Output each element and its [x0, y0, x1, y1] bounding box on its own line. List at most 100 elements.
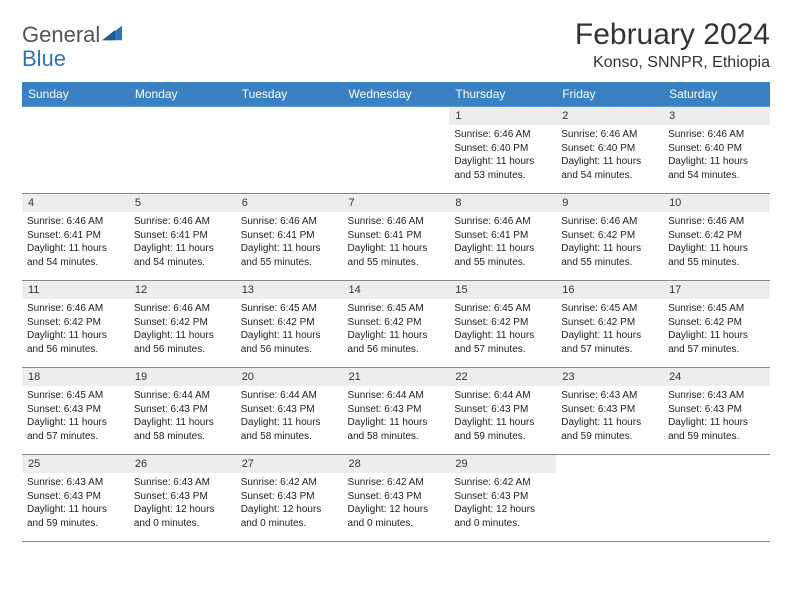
day-body: Sunrise: 6:46 AMSunset: 6:42 PMDaylight:… — [129, 299, 236, 358]
day-number: 2 — [556, 107, 663, 125]
day-number: 23 — [556, 368, 663, 386]
day-body: Sunrise: 6:44 AMSunset: 6:43 PMDaylight:… — [236, 386, 343, 445]
day-number: 10 — [663, 194, 770, 212]
day-number: 1 — [449, 107, 556, 125]
calendar-day-cell: 9Sunrise: 6:46 AMSunset: 6:42 PMDaylight… — [556, 194, 663, 281]
calendar-day-cell: 14Sunrise: 6:45 AMSunset: 6:42 PMDayligh… — [343, 281, 450, 368]
day-body: Sunrise: 6:43 AMSunset: 6:43 PMDaylight:… — [663, 386, 770, 445]
calendar-day-cell: 12Sunrise: 6:46 AMSunset: 6:42 PMDayligh… — [129, 281, 236, 368]
day-body: Sunrise: 6:43 AMSunset: 6:43 PMDaylight:… — [22, 473, 129, 532]
calendar-day-cell: 28Sunrise: 6:42 AMSunset: 6:43 PMDayligh… — [343, 455, 450, 542]
weekday-header: Sunday — [22, 82, 129, 107]
logo-triangle-icon — [102, 24, 124, 42]
day-body: Sunrise: 6:46 AMSunset: 6:41 PMDaylight:… — [449, 212, 556, 271]
calendar-week-row: 4Sunrise: 6:46 AMSunset: 6:41 PMDaylight… — [22, 194, 770, 281]
calendar-day-cell: 19Sunrise: 6:44 AMSunset: 6:43 PMDayligh… — [129, 368, 236, 455]
day-number: 18 — [22, 368, 129, 386]
day-body: Sunrise: 6:46 AMSunset: 6:42 PMDaylight:… — [22, 299, 129, 358]
page-title: February 2024 — [575, 18, 770, 52]
day-number: 7 — [343, 194, 450, 212]
day-number: 13 — [236, 281, 343, 299]
day-body: Sunrise: 6:42 AMSunset: 6:43 PMDaylight:… — [449, 473, 556, 532]
calendar-day-cell: 27Sunrise: 6:42 AMSunset: 6:43 PMDayligh… — [236, 455, 343, 542]
day-body: Sunrise: 6:45 AMSunset: 6:42 PMDaylight:… — [556, 299, 663, 358]
calendar-day-cell: 22Sunrise: 6:44 AMSunset: 6:43 PMDayligh… — [449, 368, 556, 455]
calendar-day-cell: 26Sunrise: 6:43 AMSunset: 6:43 PMDayligh… — [129, 455, 236, 542]
day-body: Sunrise: 6:46 AMSunset: 6:41 PMDaylight:… — [22, 212, 129, 271]
header-row: General February 2024 Konso, SNNPR, Ethi… — [22, 18, 770, 72]
calendar-day-cell — [236, 107, 343, 194]
day-body: Sunrise: 6:45 AMSunset: 6:42 PMDaylight:… — [343, 299, 450, 358]
day-body: Sunrise: 6:45 AMSunset: 6:43 PMDaylight:… — [22, 386, 129, 445]
day-body: Sunrise: 6:44 AMSunset: 6:43 PMDaylight:… — [449, 386, 556, 445]
weekday-header: Monday — [129, 82, 236, 107]
day-body: Sunrise: 6:45 AMSunset: 6:42 PMDaylight:… — [236, 299, 343, 358]
day-number: 12 — [129, 281, 236, 299]
calendar-day-cell: 5Sunrise: 6:46 AMSunset: 6:41 PMDaylight… — [129, 194, 236, 281]
day-body: Sunrise: 6:46 AMSunset: 6:40 PMDaylight:… — [556, 125, 663, 184]
calendar-week-row: 1Sunrise: 6:46 AMSunset: 6:40 PMDaylight… — [22, 107, 770, 194]
calendar-week-row: 11Sunrise: 6:46 AMSunset: 6:42 PMDayligh… — [22, 281, 770, 368]
weekday-header: Friday — [556, 82, 663, 107]
day-body: Sunrise: 6:44 AMSunset: 6:43 PMDaylight:… — [129, 386, 236, 445]
logo-text-general: General — [22, 22, 100, 48]
day-body: Sunrise: 6:46 AMSunset: 6:42 PMDaylight:… — [663, 212, 770, 271]
day-number: 20 — [236, 368, 343, 386]
calendar-head: SundayMondayTuesdayWednesdayThursdayFrid… — [22, 82, 770, 107]
calendar-day-cell: 8Sunrise: 6:46 AMSunset: 6:41 PMDaylight… — [449, 194, 556, 281]
weekday-row: SundayMondayTuesdayWednesdayThursdayFrid… — [22, 82, 770, 107]
day-number: 25 — [22, 455, 129, 473]
calendar-day-cell: 11Sunrise: 6:46 AMSunset: 6:42 PMDayligh… — [22, 281, 129, 368]
calendar-day-cell: 18Sunrise: 6:45 AMSunset: 6:43 PMDayligh… — [22, 368, 129, 455]
day-number: 28 — [343, 455, 450, 473]
calendar-day-cell: 1Sunrise: 6:46 AMSunset: 6:40 PMDaylight… — [449, 107, 556, 194]
day-number: 21 — [343, 368, 450, 386]
day-body: Sunrise: 6:46 AMSunset: 6:40 PMDaylight:… — [663, 125, 770, 184]
calendar-week-row: 18Sunrise: 6:45 AMSunset: 6:43 PMDayligh… — [22, 368, 770, 455]
calendar-day-cell: 13Sunrise: 6:45 AMSunset: 6:42 PMDayligh… — [236, 281, 343, 368]
day-body: Sunrise: 6:43 AMSunset: 6:43 PMDaylight:… — [129, 473, 236, 532]
day-body: Sunrise: 6:46 AMSunset: 6:40 PMDaylight:… — [449, 125, 556, 184]
calendar-day-cell — [556, 455, 663, 542]
day-number: 8 — [449, 194, 556, 212]
day-body: Sunrise: 6:42 AMSunset: 6:43 PMDaylight:… — [343, 473, 450, 532]
logo-blue-wrap: Blue — [22, 46, 66, 72]
day-number: 16 — [556, 281, 663, 299]
day-body: Sunrise: 6:46 AMSunset: 6:42 PMDaylight:… — [556, 212, 663, 271]
calendar-day-cell — [22, 107, 129, 194]
day-body: Sunrise: 6:43 AMSunset: 6:43 PMDaylight:… — [556, 386, 663, 445]
calendar-day-cell: 15Sunrise: 6:45 AMSunset: 6:42 PMDayligh… — [449, 281, 556, 368]
day-number: 15 — [449, 281, 556, 299]
day-number: 11 — [22, 281, 129, 299]
calendar-day-cell: 7Sunrise: 6:46 AMSunset: 6:41 PMDaylight… — [343, 194, 450, 281]
calendar-day-cell: 29Sunrise: 6:42 AMSunset: 6:43 PMDayligh… — [449, 455, 556, 542]
day-number: 24 — [663, 368, 770, 386]
calendar-day-cell: 6Sunrise: 6:46 AMSunset: 6:41 PMDaylight… — [236, 194, 343, 281]
day-number: 22 — [449, 368, 556, 386]
calendar-body: 1Sunrise: 6:46 AMSunset: 6:40 PMDaylight… — [22, 107, 770, 542]
day-number: 29 — [449, 455, 556, 473]
logo: General — [22, 18, 126, 48]
calendar-day-cell: 4Sunrise: 6:46 AMSunset: 6:41 PMDaylight… — [22, 194, 129, 281]
calendar-day-cell: 25Sunrise: 6:43 AMSunset: 6:43 PMDayligh… — [22, 455, 129, 542]
calendar-day-cell: 21Sunrise: 6:44 AMSunset: 6:43 PMDayligh… — [343, 368, 450, 455]
day-body: Sunrise: 6:46 AMSunset: 6:41 PMDaylight:… — [236, 212, 343, 271]
weekday-header: Wednesday — [343, 82, 450, 107]
day-number: 6 — [236, 194, 343, 212]
calendar-day-cell: 20Sunrise: 6:44 AMSunset: 6:43 PMDayligh… — [236, 368, 343, 455]
calendar-day-cell: 10Sunrise: 6:46 AMSunset: 6:42 PMDayligh… — [663, 194, 770, 281]
weekday-header: Thursday — [449, 82, 556, 107]
day-body: Sunrise: 6:42 AMSunset: 6:43 PMDaylight:… — [236, 473, 343, 532]
calendar-day-cell: 24Sunrise: 6:43 AMSunset: 6:43 PMDayligh… — [663, 368, 770, 455]
day-number: 9 — [556, 194, 663, 212]
calendar-day-cell: 17Sunrise: 6:45 AMSunset: 6:42 PMDayligh… — [663, 281, 770, 368]
calendar-day-cell — [663, 455, 770, 542]
calendar-day-cell: 2Sunrise: 6:46 AMSunset: 6:40 PMDaylight… — [556, 107, 663, 194]
day-number: 27 — [236, 455, 343, 473]
weekday-header: Saturday — [663, 82, 770, 107]
calendar-day-cell: 16Sunrise: 6:45 AMSunset: 6:42 PMDayligh… — [556, 281, 663, 368]
day-number: 14 — [343, 281, 450, 299]
day-number: 3 — [663, 107, 770, 125]
day-body: Sunrise: 6:46 AMSunset: 6:41 PMDaylight:… — [343, 212, 450, 271]
calendar-day-cell: 3Sunrise: 6:46 AMSunset: 6:40 PMDaylight… — [663, 107, 770, 194]
